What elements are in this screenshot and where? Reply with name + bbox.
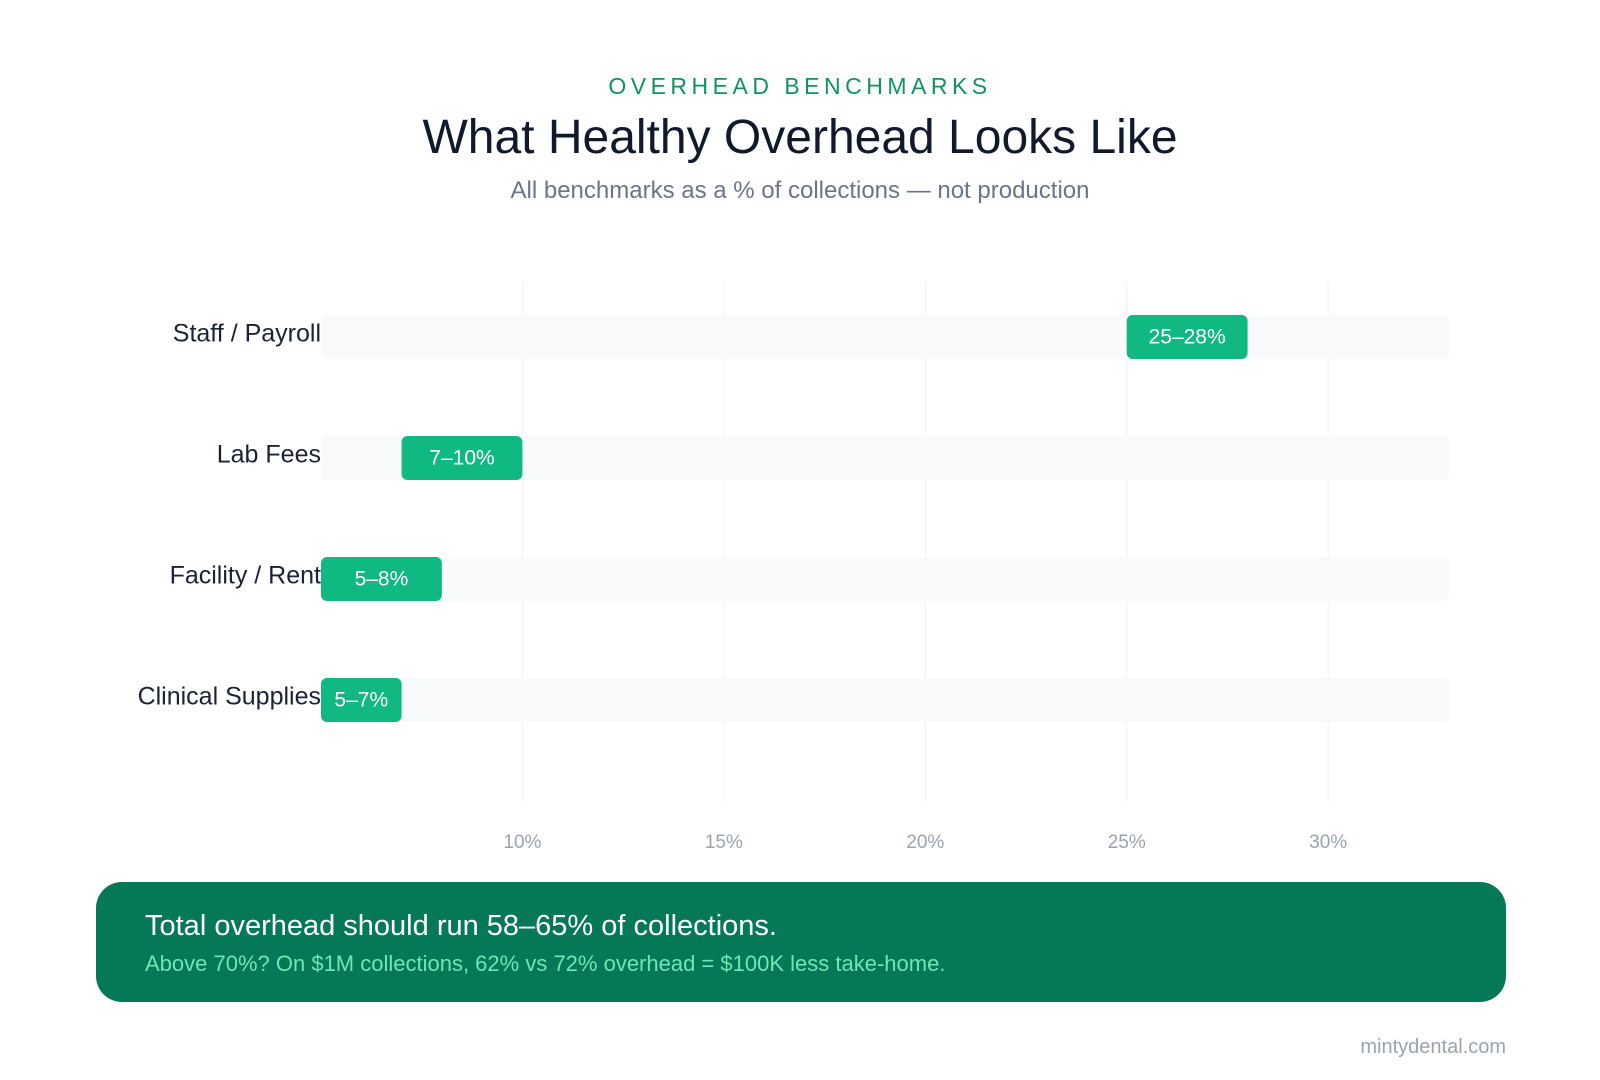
category-label: Staff / Payroll: [173, 320, 321, 348]
x-tick-label: 30%: [1309, 832, 1347, 853]
x-tick-label: 20%: [906, 832, 944, 853]
range-bar: [321, 557, 442, 601]
range-bar: [1126, 315, 1248, 359]
footer-brand: mintydental.com: [1360, 1036, 1506, 1058]
eyebrow-label: OVERHEAD BENCHMARKS: [608, 73, 992, 99]
category-label: Lab Fees: [217, 441, 321, 469]
x-tick-label: 10%: [503, 832, 541, 853]
x-tick-label: 15%: [705, 832, 743, 853]
bar-value-label: 5–8%: [355, 568, 409, 591]
category-label: Clinical Supplies: [138, 683, 321, 711]
bar-track: [321, 315, 1449, 359]
chart-subtitle: All benchmarks as a % of collections — n…: [510, 177, 1090, 204]
chart-title: What Healthy Overhead Looks Like: [422, 111, 1178, 164]
benchmark-chart: Staff / Payroll 25–28% Lab Fees 7–10% Facili…: [137, 282, 1449, 854]
bar-track: [321, 678, 1449, 722]
bar-value-label: 7–10%: [429, 447, 494, 470]
range-bar: [401, 436, 523, 480]
bar-value-label: 25–28%: [1149, 326, 1226, 349]
callout-headline: Total overhead should run 58–65% of coll…: [145, 910, 777, 942]
bar-value-label: 5–7%: [334, 689, 388, 712]
category-label: Facility / Rent: [170, 562, 321, 590]
bar-track: [321, 557, 1449, 601]
x-tick-label: 25%: [1108, 832, 1146, 853]
callout-body: Above 70%? On $1M collections, 62% vs 72…: [145, 951, 946, 977]
summary-callout: Total overhead should run 58–65% of coll…: [96, 882, 1506, 1002]
bar-track: [321, 436, 1449, 480]
range-bar: [321, 678, 402, 722]
